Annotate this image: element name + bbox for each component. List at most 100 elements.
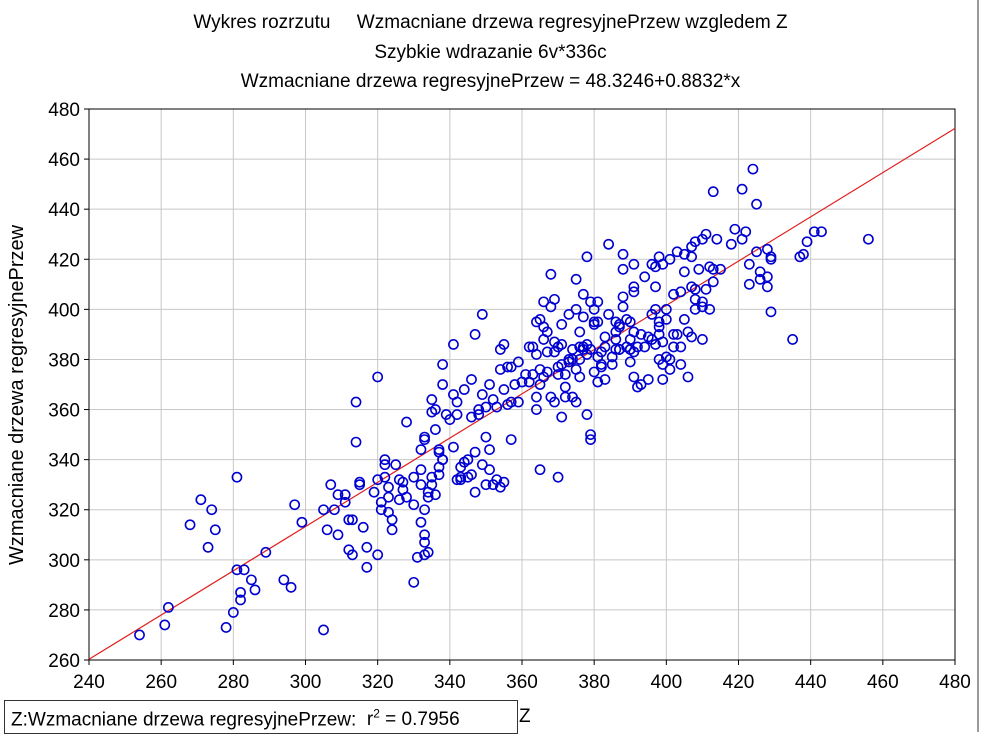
- data-point: [606, 359, 618, 370]
- data-point: [711, 233, 723, 245]
- data-point: [480, 479, 492, 491]
- data-point: [585, 434, 596, 445]
- data-point: [549, 293, 560, 305]
- data-point: [451, 396, 463, 408]
- data-point: [567, 354, 578, 365]
- data-point: [675, 286, 687, 298]
- data-point: [617, 263, 629, 275]
- data-point: [401, 491, 412, 503]
- data-point: [671, 246, 683, 258]
- chart-subtitle: Szybkie wdrazanie 6v*336c: [374, 42, 607, 63]
- data-point: [162, 602, 174, 613]
- data-point: [375, 496, 387, 508]
- data-point: [505, 434, 517, 445]
- data-point: [419, 504, 430, 516]
- data-point: [588, 366, 600, 378]
- stat-label: Z:Wzmacniane drzewa regresyjnePrzew:: [11, 709, 357, 731]
- x-tick-label: 460: [867, 672, 899, 693]
- data-point: [581, 409, 593, 420]
- data-point: [339, 489, 351, 501]
- data-point: [761, 271, 773, 283]
- data-point: [408, 471, 420, 483]
- data-point: [379, 459, 391, 471]
- data-point: [736, 183, 748, 195]
- data-point: [617, 291, 629, 303]
- y-tick-label: 260: [48, 651, 80, 672]
- y-tick-label: 420: [48, 250, 80, 271]
- data-point: [235, 594, 246, 606]
- data-point: [473, 409, 485, 420]
- data-point: [494, 364, 506, 375]
- data-point: [379, 454, 391, 466]
- data-point: [433, 469, 445, 481]
- data-point: [527, 369, 539, 380]
- data-point: [592, 316, 604, 328]
- data-point: [603, 238, 614, 250]
- data-point: [635, 379, 647, 390]
- data-point: [134, 629, 145, 641]
- data-point: [599, 374, 611, 385]
- data-point: [639, 341, 651, 353]
- data-point: [754, 273, 766, 285]
- data-point: [585, 344, 596, 355]
- x-tick-label: 300: [290, 672, 322, 693]
- y-tick-label: 320: [48, 501, 80, 522]
- data-point: [462, 454, 474, 466]
- data-point: [592, 296, 604, 308]
- x-tick-label: 320: [362, 672, 394, 693]
- y-tick-label: 300: [48, 551, 80, 572]
- r2-symbol: r: [366, 709, 374, 731]
- data-point: [595, 361, 607, 373]
- data-point: [206, 504, 218, 516]
- data-point: [361, 541, 373, 553]
- stat-legend-box: Z:Wzmacniane drzewa regresyjnePrzew: r2 …: [4, 700, 518, 734]
- data-point: [787, 334, 799, 345]
- data-point: [448, 339, 459, 350]
- data-point: [347, 514, 358, 526]
- data-point: [686, 331, 697, 343]
- data-point: [552, 471, 564, 483]
- data-point: [238, 564, 250, 576]
- data-point: [415, 516, 427, 528]
- x-axis-label-fragment: Z: [519, 706, 531, 727]
- data-point: [740, 226, 752, 238]
- data-point: [650, 339, 661, 350]
- data-point: [448, 441, 459, 453]
- data-point: [469, 486, 481, 498]
- y-tick-label: 400: [48, 300, 80, 321]
- data-point: [545, 268, 557, 280]
- data-point: [628, 281, 640, 293]
- data-point: [581, 251, 593, 263]
- data-point: [556, 318, 568, 330]
- data-point: [642, 374, 654, 385]
- data-point: [668, 329, 679, 340]
- data-point: [480, 431, 492, 443]
- data-point: [650, 261, 661, 273]
- data-point: [765, 306, 777, 318]
- data-point: [635, 329, 647, 340]
- data-point: [383, 481, 394, 493]
- y-tick-label: 440: [48, 200, 80, 221]
- data-point: [339, 496, 351, 508]
- data-point: [798, 248, 809, 260]
- data-point: [502, 361, 513, 373]
- data-point: [372, 371, 384, 383]
- data-point: [426, 479, 438, 491]
- data-point: [386, 524, 398, 536]
- data-point: [693, 263, 705, 275]
- data-point: [321, 524, 333, 536]
- data-point: [184, 519, 196, 531]
- data-point: [397, 476, 409, 488]
- data-point: [534, 464, 546, 476]
- data-point: [689, 283, 701, 295]
- data-point: [209, 524, 221, 536]
- data-point: [689, 293, 701, 305]
- data-point: [570, 273, 582, 285]
- data-point: [754, 266, 766, 278]
- data-point: [567, 344, 578, 355]
- data-point: [466, 469, 477, 481]
- data-point: [401, 416, 412, 428]
- data-point: [332, 489, 344, 501]
- data-point: [354, 479, 366, 491]
